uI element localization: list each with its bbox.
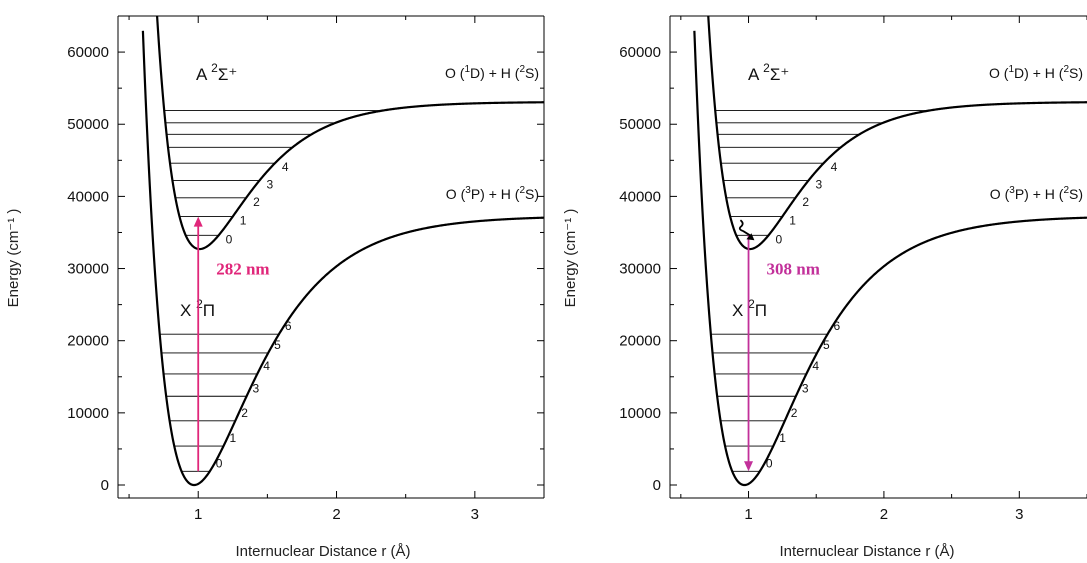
vib-quantum-label: 6: [834, 319, 841, 333]
x-tick-label: 3: [1015, 506, 1023, 523]
vib-quantum-label: 4: [263, 359, 270, 373]
vib-quantum-label: 2: [802, 195, 809, 209]
vib-quantum-label: 0: [766, 456, 773, 470]
y-tick-label: 30000: [619, 261, 661, 278]
vib-quantum-label: 2: [241, 406, 248, 420]
transition-arrowhead: [193, 216, 203, 227]
vib-quantum-label: 1: [789, 214, 796, 228]
y-axis-title: Energy (cm⁻¹ ): [562, 209, 579, 308]
relaxation-arrowhead: [746, 233, 755, 241]
y-tick-label: 10000: [67, 405, 109, 422]
vib-quantum-label: 0: [216, 456, 223, 470]
plot-area: [693, 16, 1087, 487]
plot-area: [141, 16, 544, 487]
vib-quantum-label: 0: [775, 232, 782, 246]
potential-curve-x2pi: [693, 30, 1087, 487]
y-tick-label: 0: [101, 477, 109, 494]
state-label-a2sigma: A 2Σ⁺: [748, 61, 789, 84]
y-tick-label: 20000: [67, 333, 109, 350]
asymptote-label-o3p: O (3P) + H (2S): [446, 185, 539, 202]
vib-quantum-label: 3: [802, 381, 809, 395]
wavelength-label: 282 nm: [216, 260, 269, 279]
vib-quantum-label: 4: [831, 160, 838, 174]
y-tick-label: 30000: [67, 261, 109, 278]
y-tick-label: 0: [653, 477, 661, 494]
y-tick-label: 60000: [67, 44, 109, 61]
vib-quantum-label: 1: [230, 431, 237, 445]
asymptote-label-o1d: O (1D) + H (2S): [445, 64, 539, 81]
x-tick-label: 3: [471, 506, 479, 523]
vib-quantum-label: 1: [779, 431, 786, 445]
x-axis-title: Internuclear Distance r (Å): [235, 543, 410, 560]
potential-curve-x2pi: [141, 30, 544, 487]
state-label-a2sigma: A 2Σ⁺: [196, 61, 237, 84]
y-tick-label: 50000: [67, 116, 109, 133]
y-tick-label: 40000: [619, 188, 661, 205]
potential-curve-a2sigma: [707, 16, 1087, 251]
y-tick-label: 60000: [619, 44, 661, 61]
vib-quantum-label: 3: [815, 178, 822, 192]
y-tick-label: 40000: [67, 188, 109, 205]
y-tick-label: 10000: [619, 405, 661, 422]
vib-quantum-label: 5: [823, 338, 830, 352]
vib-quantum-label: 2: [253, 195, 260, 209]
vib-quantum-label: 4: [282, 160, 289, 174]
y-tick-label: 50000: [619, 116, 661, 133]
state-label-x2pi: X 2Π: [732, 297, 767, 320]
vib-quantum-label: 1: [240, 214, 247, 228]
asymptote-label-o3p: O (3P) + H (2S): [990, 185, 1083, 202]
x-axis-title: Internuclear Distance r (Å): [779, 543, 954, 560]
wavelength-label: 308 nm: [767, 260, 820, 279]
x-tick-label: 1: [744, 506, 752, 523]
y-tick-label: 20000: [619, 333, 661, 350]
asymptote-label-o1d: O (1D) + H (2S): [989, 64, 1083, 81]
vib-quantum-label: 3: [253, 381, 260, 395]
vib-quantum-label: 4: [812, 359, 819, 373]
relaxation-squiggle: [738, 219, 752, 237]
y-axis-title: Energy (cm⁻¹ ): [5, 209, 22, 308]
x-tick-label: 1: [194, 506, 202, 523]
x-tick-label: 2: [332, 506, 340, 523]
vib-quantum-label: 5: [274, 338, 281, 352]
vib-quantum-label: 2: [791, 406, 798, 420]
vib-quantum-label: 3: [266, 178, 273, 192]
state-label-x2pi: X 2Π: [180, 297, 215, 320]
vib-quantum-label: 6: [285, 319, 292, 333]
potential-curve-a2sigma: [155, 16, 544, 251]
x-tick-label: 2: [880, 506, 888, 523]
transition-arrowhead: [744, 461, 754, 472]
vib-quantum-label: 0: [226, 232, 233, 246]
